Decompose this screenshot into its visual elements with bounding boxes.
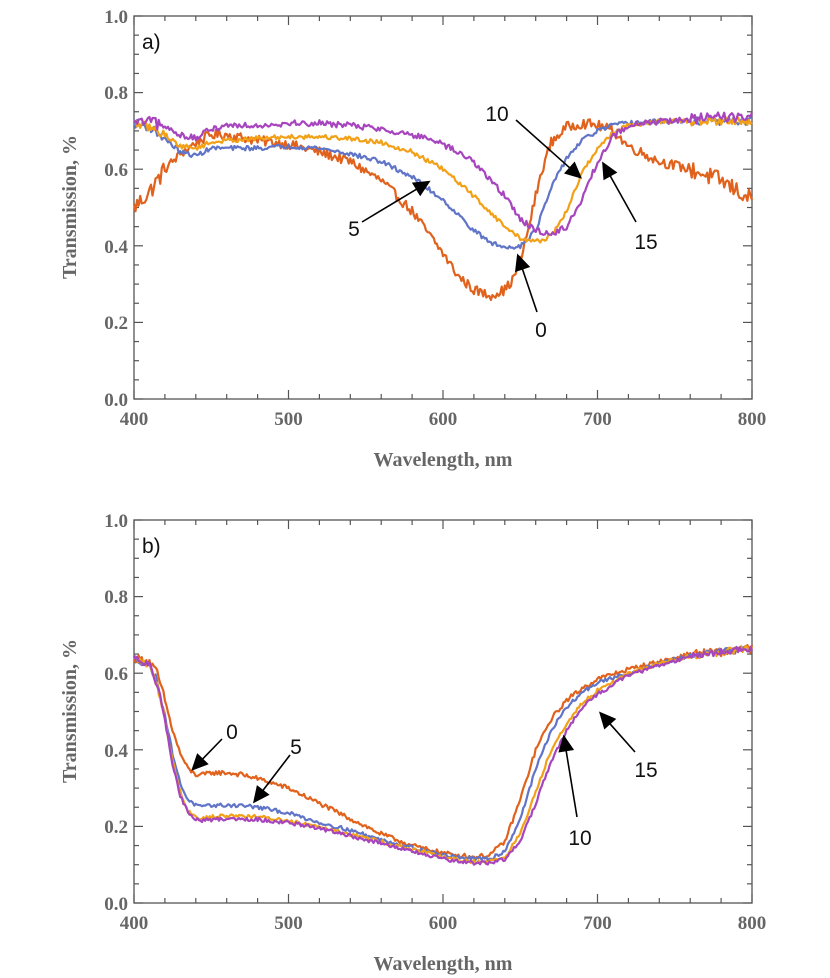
- annotation-arrow: 10: [558, 734, 592, 850]
- y-tick-label: 0.0: [104, 894, 128, 915]
- x-tick-label: 500: [274, 409, 303, 430]
- tick-marks: [133, 519, 753, 904]
- arrow-shaft: [608, 174, 637, 223]
- y-tick-label: 1.0: [104, 511, 128, 532]
- y-tick-label: 0.4: [104, 741, 128, 762]
- annotation-arrow: 10: [485, 103, 582, 179]
- annotation-label: 0: [226, 721, 238, 744]
- x-axis-title: Wavelength, nm: [374, 953, 513, 975]
- arrow-head: [515, 253, 531, 273]
- arrow-shaft: [521, 267, 538, 313]
- series-line-15nm: [133, 645, 754, 866]
- series-group: [132, 644, 754, 866]
- series-line-0nm: [132, 644, 754, 860]
- series-line-10nm: [133, 645, 753, 865]
- annotation-label: 15: [634, 759, 657, 782]
- panel-label: a): [142, 31, 161, 54]
- annotation-arrow: 15: [602, 161, 658, 254]
- x-tick-label: 400: [120, 409, 149, 430]
- y-tick-label: 0.8: [104, 83, 128, 104]
- annotation-label: 5: [290, 736, 302, 759]
- y-tick-label: 0.6: [104, 160, 128, 181]
- arrow-shaft: [361, 187, 419, 223]
- series-line-5nm: [133, 645, 753, 862]
- arrow-head: [599, 711, 617, 730]
- y-axis-title: Transmission, %: [59, 135, 81, 279]
- arrow-head: [564, 161, 582, 179]
- panel-a: a) 0.0 0.2 0.4 0.6 0.8 1.0 400 500 600 7…: [59, 7, 766, 471]
- x-tick-label: 800: [738, 913, 767, 934]
- y-tick-label: 1.0: [104, 7, 128, 28]
- panel-label: b): [142, 535, 161, 558]
- tick-marks: [133, 15, 753, 400]
- arrow-shaft: [201, 738, 223, 761]
- arrow-head: [602, 161, 618, 181]
- x-tick-label: 800: [738, 409, 767, 430]
- annotation-arrow: 0: [515, 253, 547, 342]
- y-axis-title: Transmission, %: [59, 639, 81, 783]
- annotation-label: 10: [568, 827, 591, 850]
- series-line-0nm: [132, 118, 754, 301]
- y-tick-label: 0.6: [104, 664, 128, 685]
- x-tick-label: 700: [583, 409, 612, 430]
- arrow-head: [411, 180, 431, 197]
- arrow-head: [253, 785, 270, 804]
- annotation-arrow: 15: [599, 711, 658, 782]
- annotation-label: 10: [485, 103, 508, 126]
- plot-frame: [133, 519, 753, 904]
- annotation-arrow: 0: [191, 721, 238, 771]
- arrow-shaft: [515, 119, 572, 170]
- y-tick-label: 0.0: [104, 390, 128, 411]
- arrow-shaft: [261, 754, 291, 792]
- y-tick-label: 0.2: [104, 313, 128, 334]
- annotation-label: 5: [348, 218, 360, 241]
- annotation-label: 15: [634, 231, 657, 254]
- arrow-head: [558, 734, 575, 753]
- panel-b: b) 0.0 0.2 0.4 0.6 0.8 1.0 400 500 600 7…: [59, 511, 766, 975]
- x-tick-label: 600: [429, 913, 458, 934]
- annotation-arrow: 5: [253, 736, 302, 804]
- series-line-5nm: [132, 116, 753, 250]
- arrow-shaft: [608, 722, 636, 753]
- plot-frame: [133, 15, 753, 400]
- x-tick-label: 600: [429, 409, 458, 430]
- x-tick-label: 700: [583, 913, 612, 934]
- series-line-15nm: [133, 111, 754, 236]
- x-tick-label: 400: [120, 913, 149, 934]
- series-group: [132, 111, 754, 301]
- arrow-head: [191, 753, 209, 771]
- annotation-arrow: 5: [348, 180, 431, 241]
- arrow-shaft: [565, 749, 578, 818]
- x-axis-title: Wavelength, nm: [374, 449, 513, 471]
- y-tick-label: 0.8: [104, 587, 128, 608]
- x-tick-label: 500: [274, 913, 303, 934]
- y-tick-label: 0.4: [104, 237, 128, 258]
- y-tick-label: 0.2: [104, 817, 128, 838]
- annotation-label: 0: [535, 319, 547, 342]
